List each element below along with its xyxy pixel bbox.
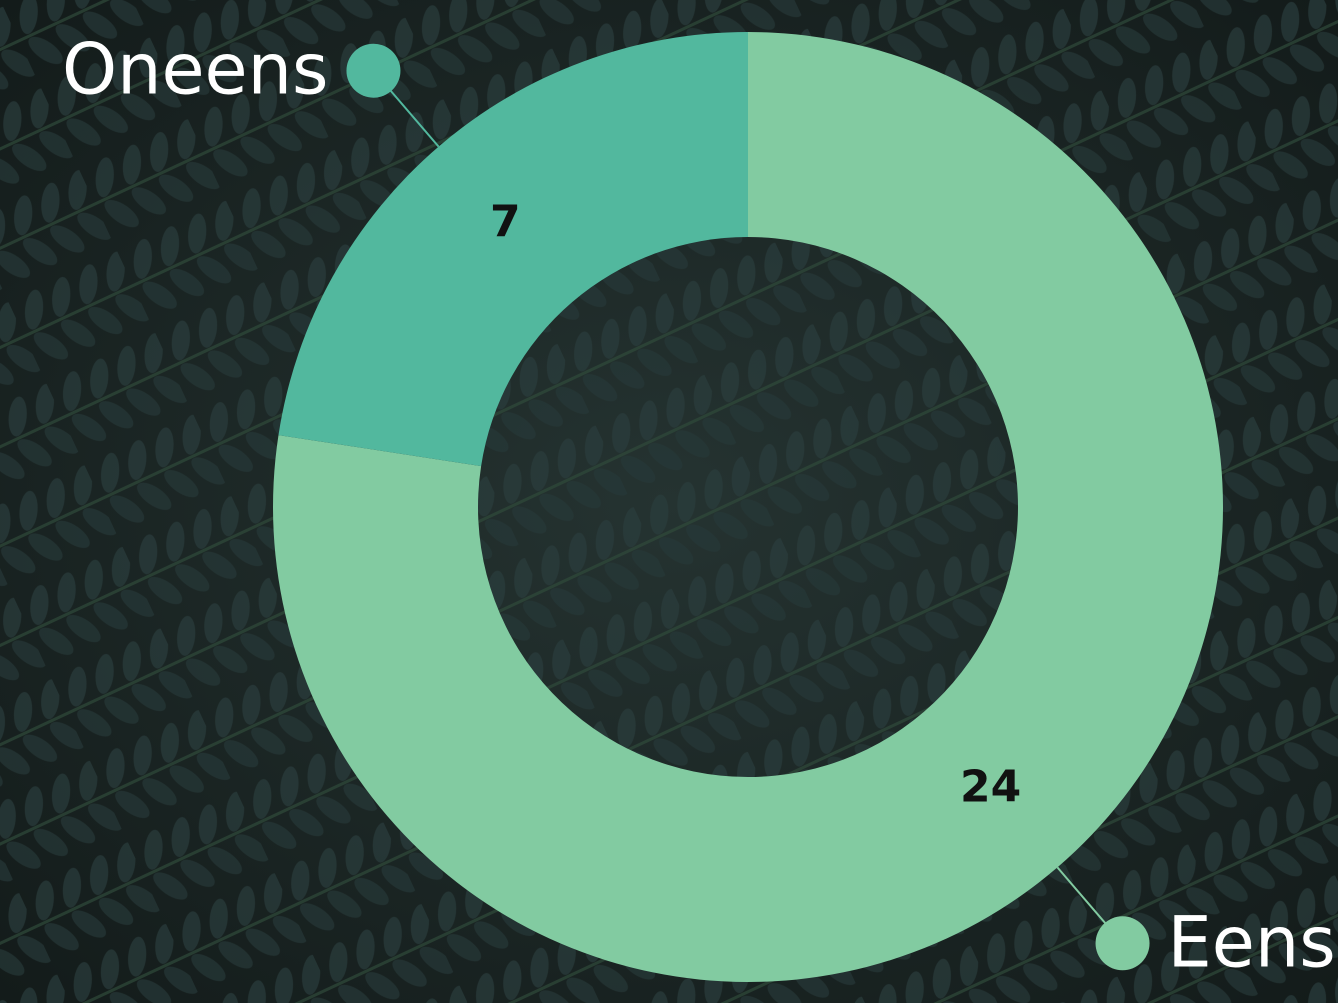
value-label: 24 [960, 762, 1021, 813]
category-label: Oneens [62, 29, 328, 111]
legend-dot [346, 43, 401, 98]
value-label: 7 [490, 196, 521, 247]
category-label: Eens [1168, 901, 1336, 983]
donut: 24 Eens 7 Oneens [62, 29, 1336, 984]
donut-segment [273, 32, 1224, 982]
donut-segment [278, 32, 748, 467]
legend-dot [1095, 916, 1150, 971]
